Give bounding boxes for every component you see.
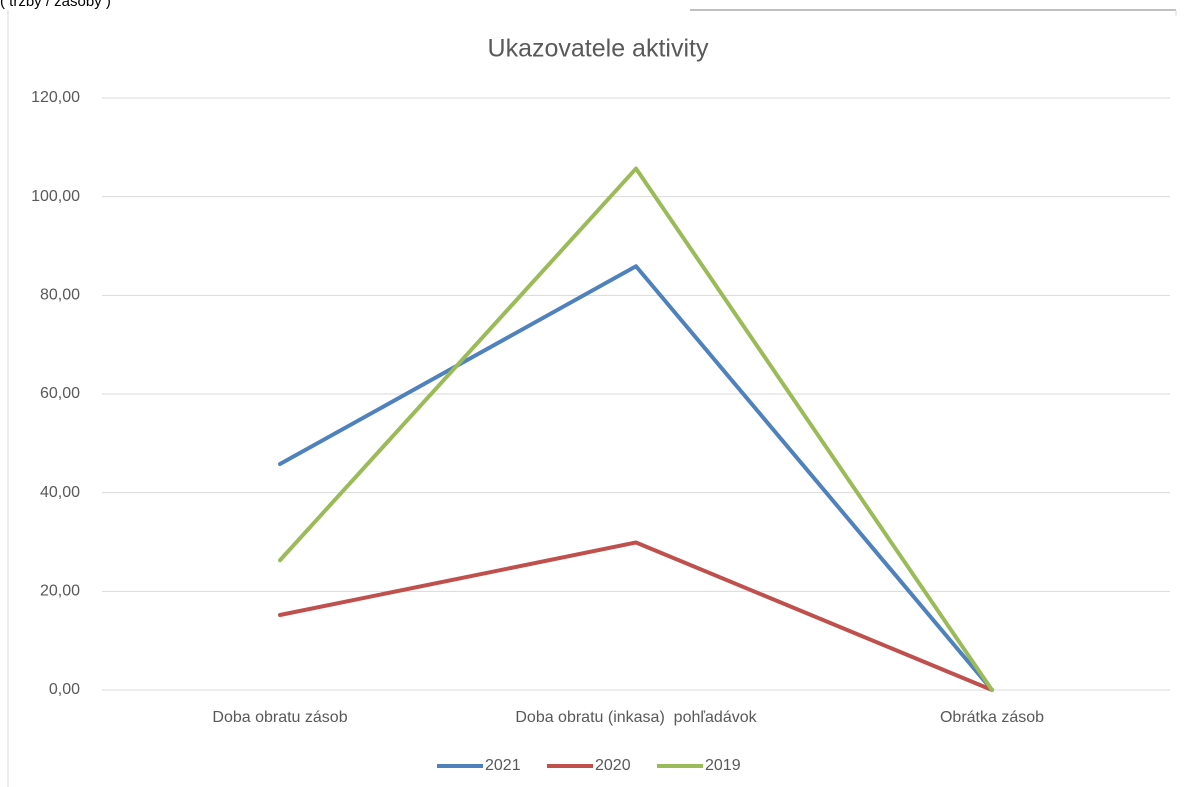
line-series	[278, 264, 994, 692]
y-tick-label: 60,00	[40, 385, 80, 402]
x-tick-label: Doba obratu (inkasa) pohľadávok	[515, 709, 757, 726]
legend-label: 2021	[485, 757, 521, 774]
legend-label: 2019	[705, 757, 741, 774]
line-series	[278, 540, 994, 692]
x-tick-label: Obrátka zásob	[940, 709, 1044, 726]
line-series	[278, 166, 994, 692]
y-tick-label: 40,00	[40, 484, 80, 501]
y-tick-label: 120,00	[31, 89, 80, 106]
y-tick-label: 80,00	[40, 287, 80, 304]
legend-label: 2020	[595, 757, 631, 774]
note: ( tržby / zásoby )	[0, 0, 111, 10]
chart-title: Ukazovatele aktivity	[488, 35, 709, 63]
x-tick-label: Doba obratu zásob	[212, 709, 347, 726]
y-tick-label: 20,00	[40, 583, 80, 600]
y-tick-label: 0,00	[49, 681, 80, 698]
y-tick-label: 100,00	[31, 188, 80, 205]
